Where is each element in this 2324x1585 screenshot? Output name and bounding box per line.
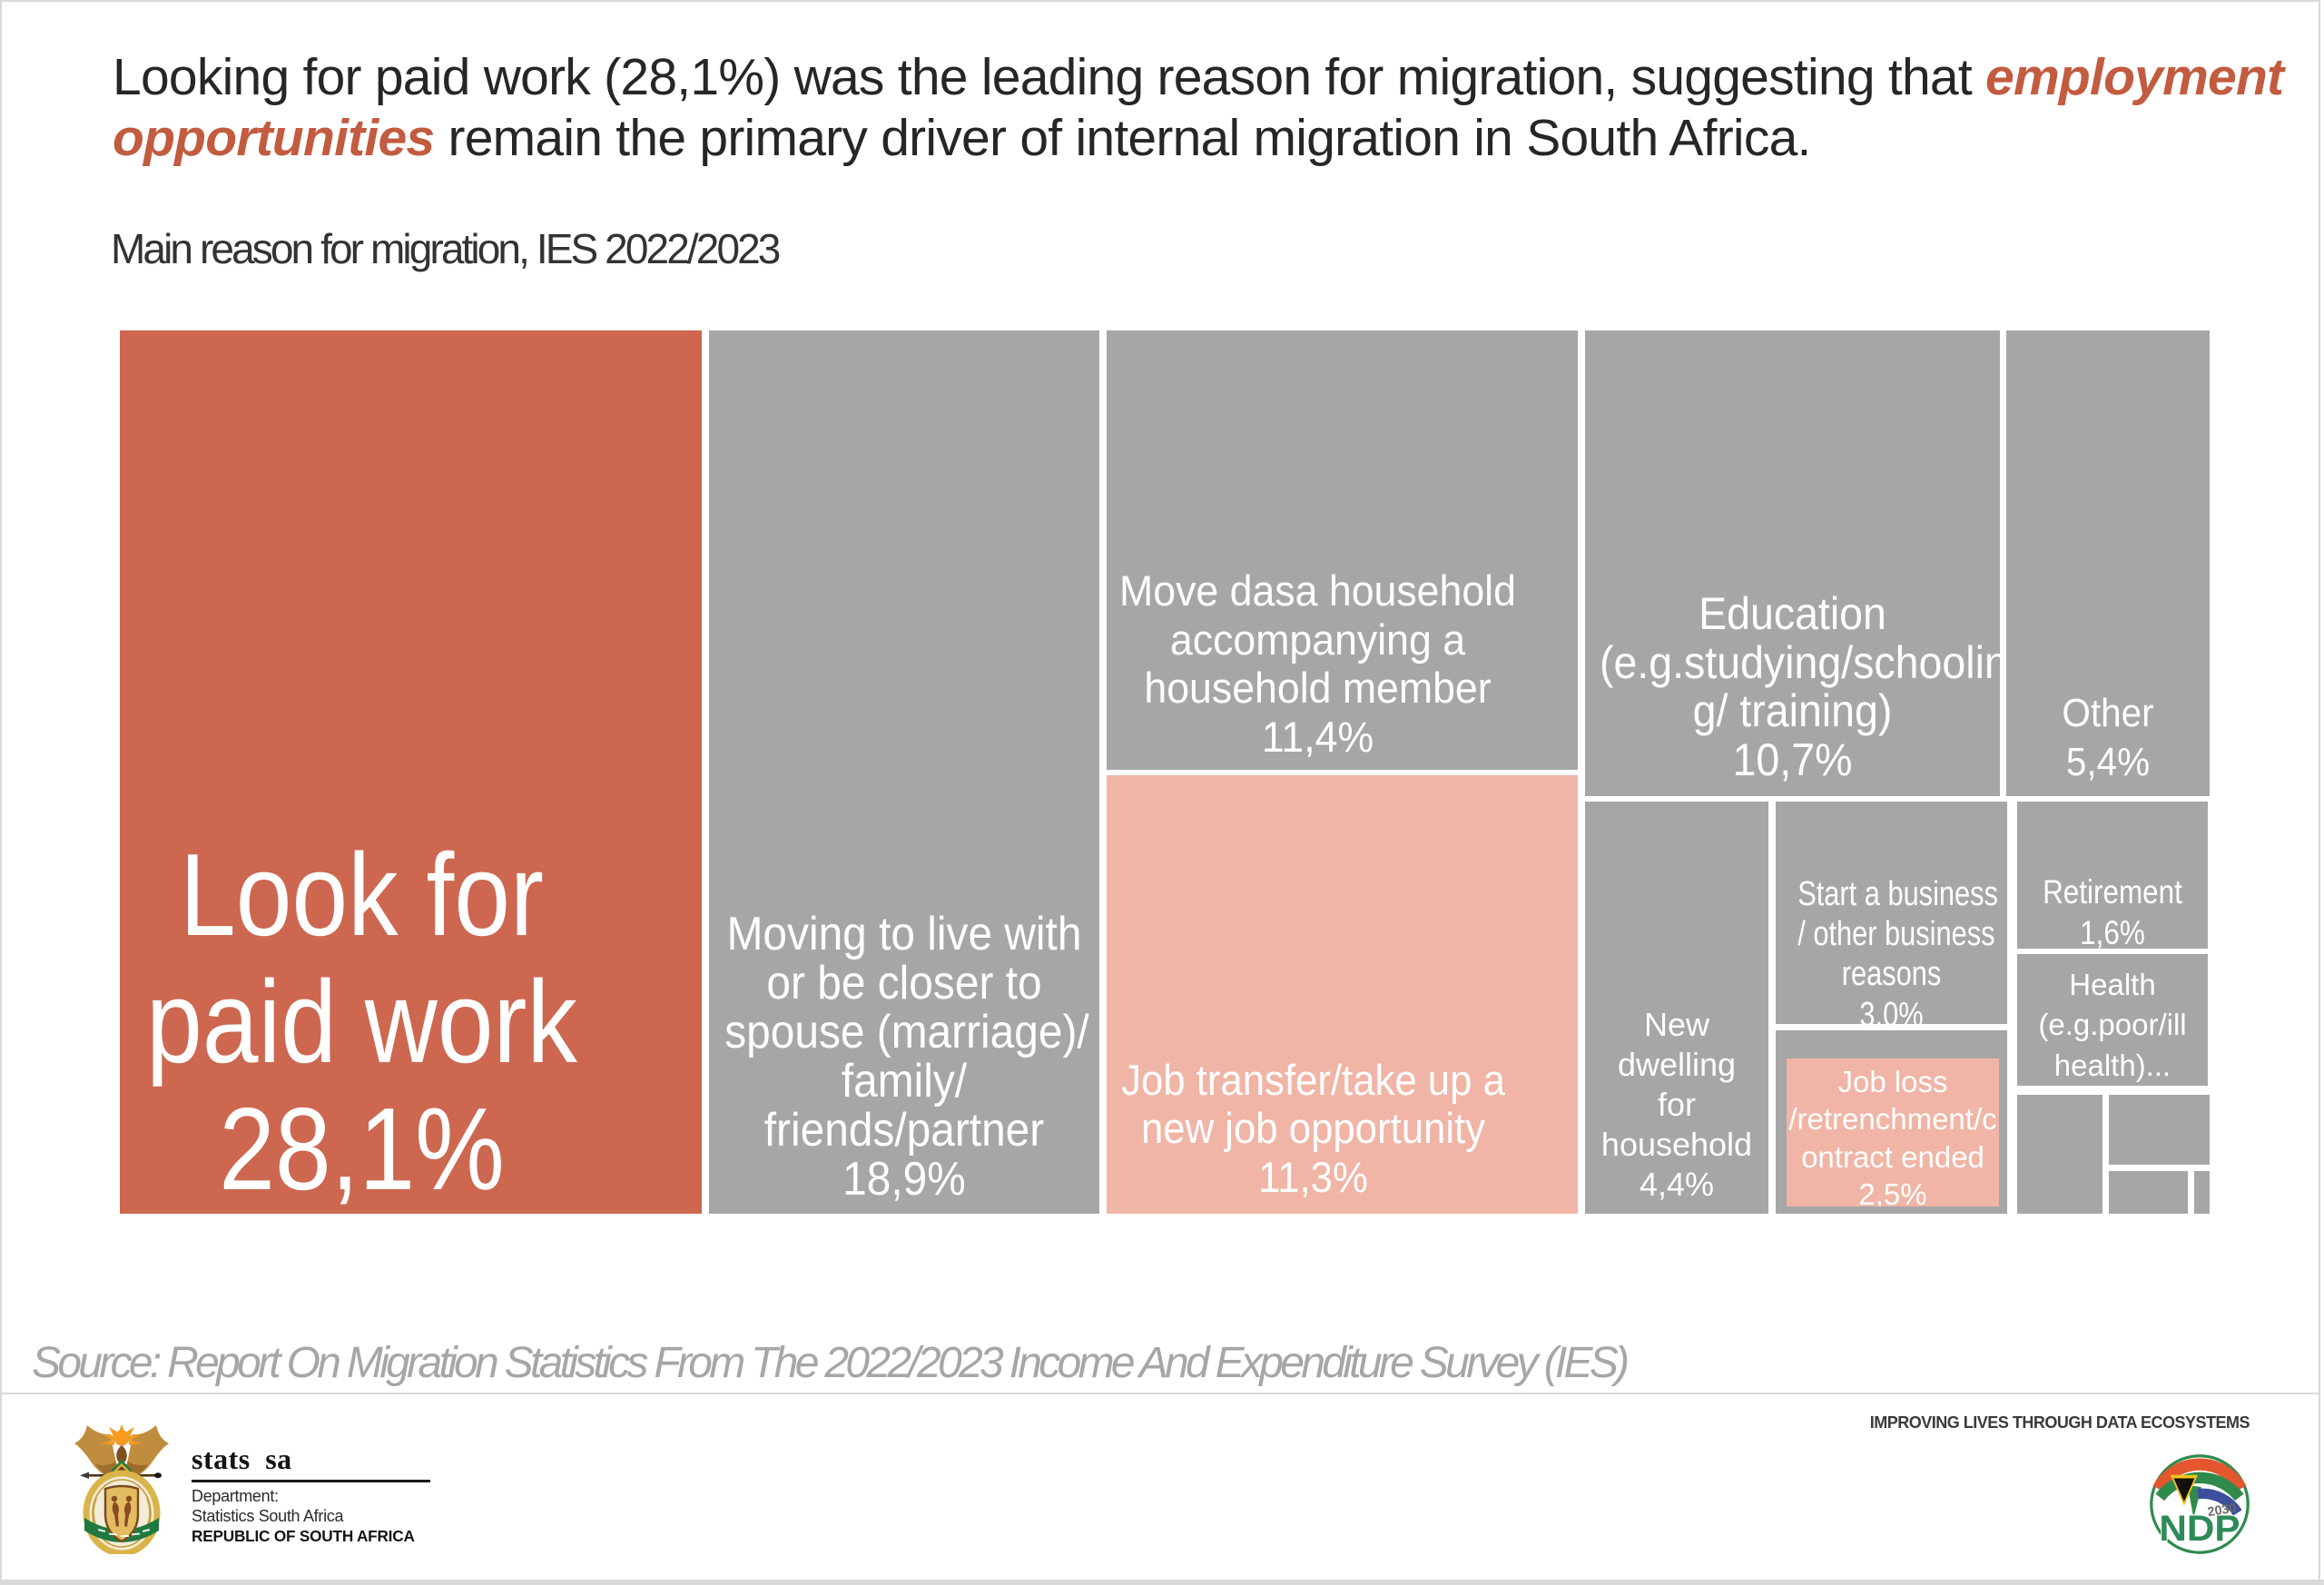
svg-text:2030: 2030 xyxy=(2207,1501,2238,1520)
svg-text:NDP: NDP xyxy=(2159,1509,2240,1549)
